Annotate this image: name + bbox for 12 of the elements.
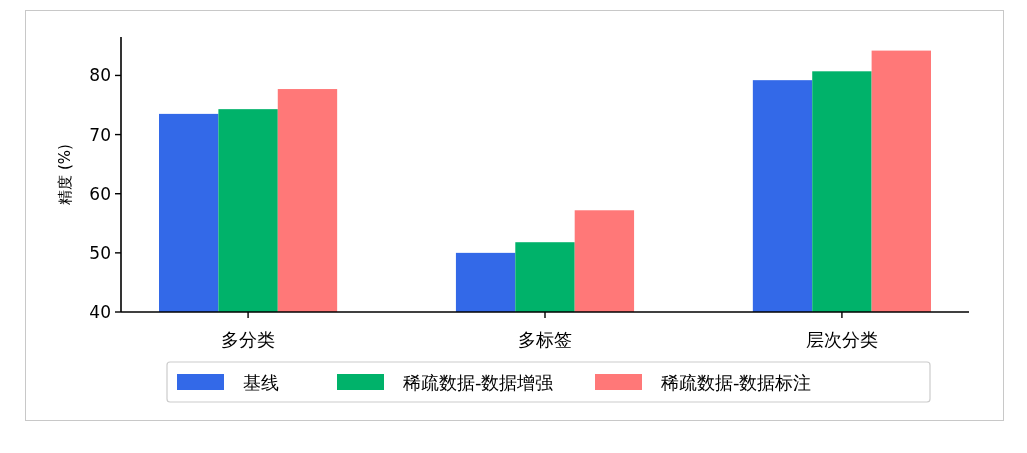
legend-label: 稀疏数据-数据增强	[403, 372, 554, 393]
legend-label: 稀疏数据-数据标注	[661, 372, 812, 393]
x-tick-label: 多分类	[221, 329, 276, 350]
y-axis-title: 精度 (%)	[56, 144, 74, 205]
y-tick-label: 40	[89, 302, 111, 322]
y-tick-label: 60	[89, 183, 111, 204]
legend-label: 基线	[243, 372, 279, 393]
y-tick-label: 70	[89, 124, 111, 145]
x-tick-label: 多标签	[518, 329, 572, 350]
x-tick-label: 层次分类	[805, 329, 878, 350]
y-tick-label: 80	[89, 65, 111, 86]
y-tick-label: 50	[89, 242, 111, 263]
